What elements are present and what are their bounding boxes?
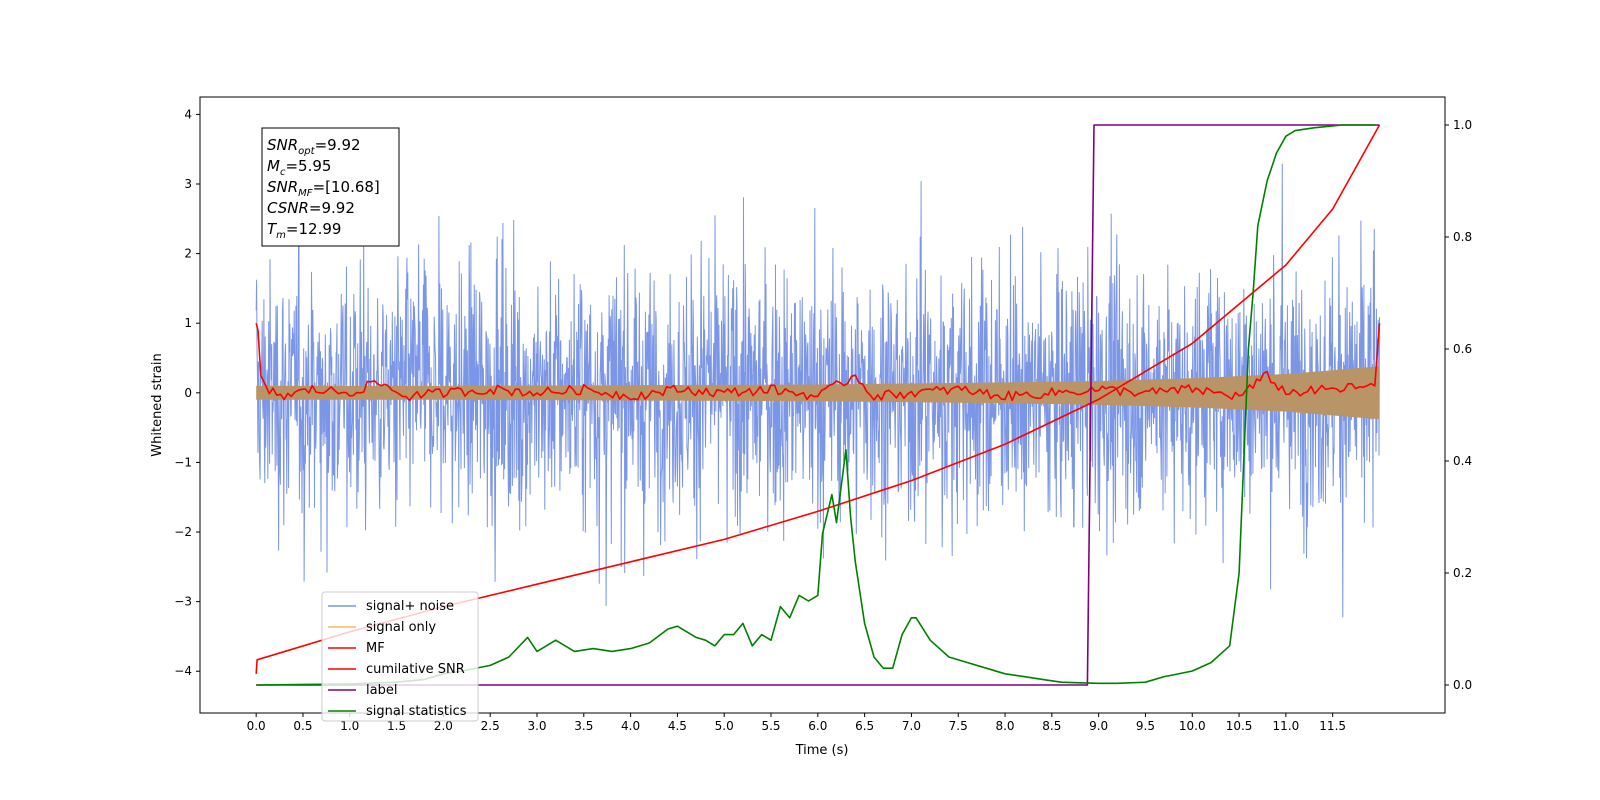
axes-frame	[199, 96, 1446, 714]
x-tick-label: 11.5	[1319, 719, 1346, 733]
x-tick-label: 6.5	[855, 719, 874, 733]
y-tick-label: −4	[174, 664, 192, 678]
legend-label: cumilative SNR	[366, 662, 465, 677]
y-axis-label: Whitened strain	[150, 353, 165, 456]
x-tick-label: 7.0	[902, 719, 921, 733]
x-tick-label: 10.5	[1226, 719, 1253, 733]
y-tick-label: 2	[184, 247, 192, 261]
legend-label: signal only	[366, 620, 436, 635]
x-axis: 0.0 0.5 1.0 1.5 2.0 2.5 3.0 3.5 4.0 4.5 5.0 5.5 6.0 6…	[247, 713, 1346, 733]
x-tick-label: 8.5	[1042, 719, 1061, 733]
y-tick-label: 1	[184, 316, 192, 330]
annotation-line: SNRMF=[10.68]	[267, 178, 380, 199]
y-axis-left: 4 3 2 1 0 −1 −2 −3 −4	[174, 107, 200, 678]
legend-frame	[321, 591, 479, 722]
x-tick-label: 8.0	[995, 719, 1014, 733]
x-tick-label: 11.0	[1273, 719, 1300, 733]
series-label-line	[256, 124, 1380, 686]
annotation-line: CSNR=9.92	[267, 199, 355, 217]
y2-tick-label: 0.4	[1453, 454, 1472, 468]
y2-tick-label: 1.0	[1453, 118, 1472, 132]
x-tick-label: 10.0	[1179, 719, 1206, 733]
x-tick-label: 4.0	[621, 719, 640, 733]
x-tick-label: 9.0	[1089, 719, 1108, 733]
y-tick-label: −3	[174, 595, 192, 609]
legend-label: signal+ noise	[366, 599, 454, 614]
x-tick-label: 1.5	[387, 719, 406, 733]
annotation-line: SNRopt=9.92	[267, 136, 361, 157]
x-axis-label: Time (s)	[795, 743, 849, 758]
y-tick-label: 4	[184, 107, 192, 121]
x-tick-label: 3.5	[574, 719, 593, 733]
x-tick-label: 3.0	[527, 719, 546, 733]
series-mf-line	[255, 323, 1381, 402]
x-tick-label: 9.5	[1136, 719, 1155, 733]
legend-label: MF	[366, 641, 385, 656]
y-tick-label: −1	[174, 455, 192, 469]
x-tick-label: 5.0	[715, 719, 734, 733]
x-tick-label: 1.0	[340, 719, 359, 733]
x-tick-label: 5.5	[761, 719, 780, 733]
annotation-line: Mc=5.95	[267, 157, 331, 178]
x-tick-label: 7.5	[949, 719, 968, 733]
legend-label: label	[366, 683, 397, 698]
y-tick-label: −2	[174, 525, 192, 539]
x-tick-label: 2.0	[434, 719, 453, 733]
annotation-box: SNRopt=9.92Mc=5.95SNRMF=[10.68]CSNR=9.92…	[261, 127, 400, 247]
x-tick-label: 6.0	[808, 719, 827, 733]
x-tick-label: 4.5	[668, 719, 687, 733]
series-signal-noise-line	[255, 163, 1380, 618]
y-tick-label: 0	[184, 386, 192, 400]
x-tick-label: 2.5	[481, 719, 500, 733]
y-axis-right: 1.0 0.8 0.6 0.4 0.2 0.0	[1445, 118, 1472, 692]
y2-tick-label: 0.0	[1453, 678, 1472, 692]
x-tick-label: 0.5	[293, 719, 312, 733]
x-tick-label: 0.0	[247, 719, 266, 733]
annotation-line: Tm=12.99	[267, 220, 341, 241]
y2-tick-label: 0.2	[1453, 566, 1472, 580]
annotation-frame	[261, 127, 400, 247]
y2-tick-label: 0.8	[1453, 230, 1472, 244]
series-signal-only-band	[256, 366, 1380, 420]
legend-label: signal statistics	[366, 704, 467, 719]
y-tick-label: 3	[184, 177, 192, 191]
legend: signal+ noise signal only MF cumilative SNR…	[321, 591, 479, 722]
series-signal-statistics-line	[256, 124, 1375, 686]
y2-tick-label: 0.6	[1453, 342, 1472, 356]
